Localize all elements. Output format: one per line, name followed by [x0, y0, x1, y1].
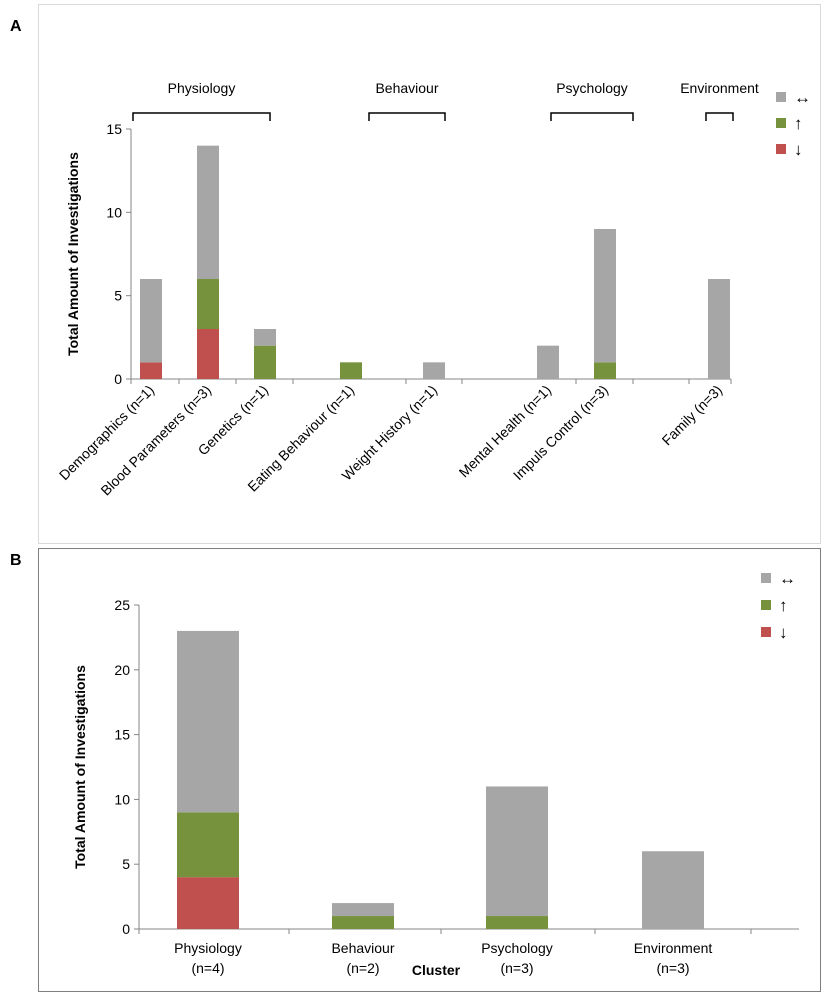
chart-b-legend-swatch-decrease [761, 627, 771, 637]
chart-a-group-label: Environment [680, 80, 759, 96]
chart-a-legend-label-decrease: ↓ [794, 140, 803, 159]
chart-a-legend-swatch-decrease [776, 144, 786, 154]
chart-a-group-bracket [132, 112, 271, 121]
chart-a-bar-segment [708, 279, 730, 379]
chart-a-bar-segment [537, 345, 559, 379]
chart-a-legend-label-neutral: ↔ [794, 88, 811, 107]
chart-b-bar-segment [486, 916, 548, 929]
chart-a-bar-segment [594, 362, 616, 379]
chart-a-legend-label-increase: ↑ [794, 114, 803, 133]
chart-b-x-tick-label: Psychology [481, 940, 553, 956]
panel-a-chart: 0 5 10 15 Total Amount of Investigations Demo… [38, 4, 821, 544]
chart-a-y-tick-label: 10 [106, 204, 122, 220]
chart-b-x-tick-sublabel: (n=3) [656, 960, 689, 976]
chart-a-bar-segment [594, 229, 616, 363]
chart-b-y-tick-label: 10 [114, 791, 130, 807]
chart-b-y-tick-label: 20 [114, 662, 130, 678]
chart-b-x-tick-label: Behaviour [331, 940, 394, 956]
chart-b-legend-label-increase: ↑ [779, 596, 788, 615]
chart-b-bar-segment [177, 630, 239, 813]
chart-a-legend-swatch-neutral [776, 92, 786, 102]
chart-a-bar-segment [140, 279, 162, 363]
chart-a-x-tick-label: Blood Parameters (n=3) [97, 382, 214, 499]
chart-a-bar-segment [197, 329, 219, 379]
chart-a-x-tick-label: Weight History (n=1) [338, 382, 440, 484]
chart-b-y-tick-label: 5 [122, 856, 130, 872]
chart-a-x-tick-label: Family (n=3) [659, 382, 726, 449]
chart-b-y-tick-label: 15 [114, 727, 130, 743]
chart-b-legend-label-neutral: ↔ [779, 569, 796, 588]
chart-a-y-tick-label: 5 [114, 288, 122, 304]
chart-a-x-tick-label: Impuls Control (n=3) [510, 382, 611, 483]
chart-a-bar-segment [140, 362, 162, 379]
chart-b-svg: 0 5 10 15 20 25 Total Amount of Investigations… [72, 569, 799, 978]
chart-b-y-tick-label: 0 [122, 921, 130, 937]
chart-b-legend-swatch-neutral [761, 573, 771, 583]
chart-a-y-tick-label: 0 [114, 371, 122, 387]
chart-a-legend-swatch-increase [776, 118, 786, 128]
chart-b-bar-segment [332, 903, 394, 917]
chart-b-x-tick-sublabel: (n=4) [191, 960, 224, 976]
chart-a-group-bracket [368, 112, 446, 121]
chart-b-x-tick-sublabel: (n=2) [346, 960, 379, 976]
chart-b-y-tick-label: 25 [114, 597, 130, 613]
chart-a-bar-segment [197, 279, 219, 329]
chart-a-x-tick-label: Demographics (n=1) [56, 382, 157, 483]
chart-b-x-tick-label: Environment [634, 940, 713, 956]
panel-b-chart: 0 5 10 15 20 25 Total Amount of Investigations… [38, 548, 821, 992]
panel-b-letter: B [10, 552, 22, 569]
chart-a-group-bracket [550, 112, 634, 121]
chart-a-bar-segment [254, 329, 276, 346]
chart-b-bar-segment [177, 877, 239, 929]
chart-b-legend-swatch-increase [761, 600, 771, 610]
panel-a-letter: A [10, 18, 22, 35]
chart-a-group-bracket [705, 112, 734, 121]
chart-a-bar-segment [340, 362, 362, 379]
chart-a-bar-segment [197, 145, 219, 279]
chart-a-group-label: Psychology [556, 80, 628, 96]
chart-a-y-tick-label: 15 [106, 121, 122, 137]
chart-a-group-label: Behaviour [375, 80, 438, 96]
chart-b-bar-segment [332, 916, 394, 929]
chart-a-bar-segment [423, 362, 445, 379]
chart-a-group-label: Physiology [168, 80, 236, 96]
chart-a-x-tick-label: Mental Health (n=1) [456, 382, 555, 481]
chart-b-x-axis-title: Cluster [412, 962, 461, 978]
chart-b-legend-label-decrease: ↓ [779, 623, 788, 642]
chart-b-y-axis-title: Total Amount of Investigations [72, 665, 88, 869]
chart-b-bar-segment [486, 786, 548, 917]
chart-b-bar-segment [642, 851, 704, 929]
chart-b-bar-segment [177, 812, 239, 878]
chart-b-x-tick-label: Physiology [174, 940, 242, 956]
chart-a-svg: 0 5 10 15 Total Amount of Investigations Demo… [56, 80, 811, 499]
chart-a-bar-segment [254, 345, 276, 379]
chart-b-x-tick-sublabel: (n=3) [500, 960, 533, 976]
chart-a-y-axis-title: Total Amount of Investigations [65, 152, 81, 356]
